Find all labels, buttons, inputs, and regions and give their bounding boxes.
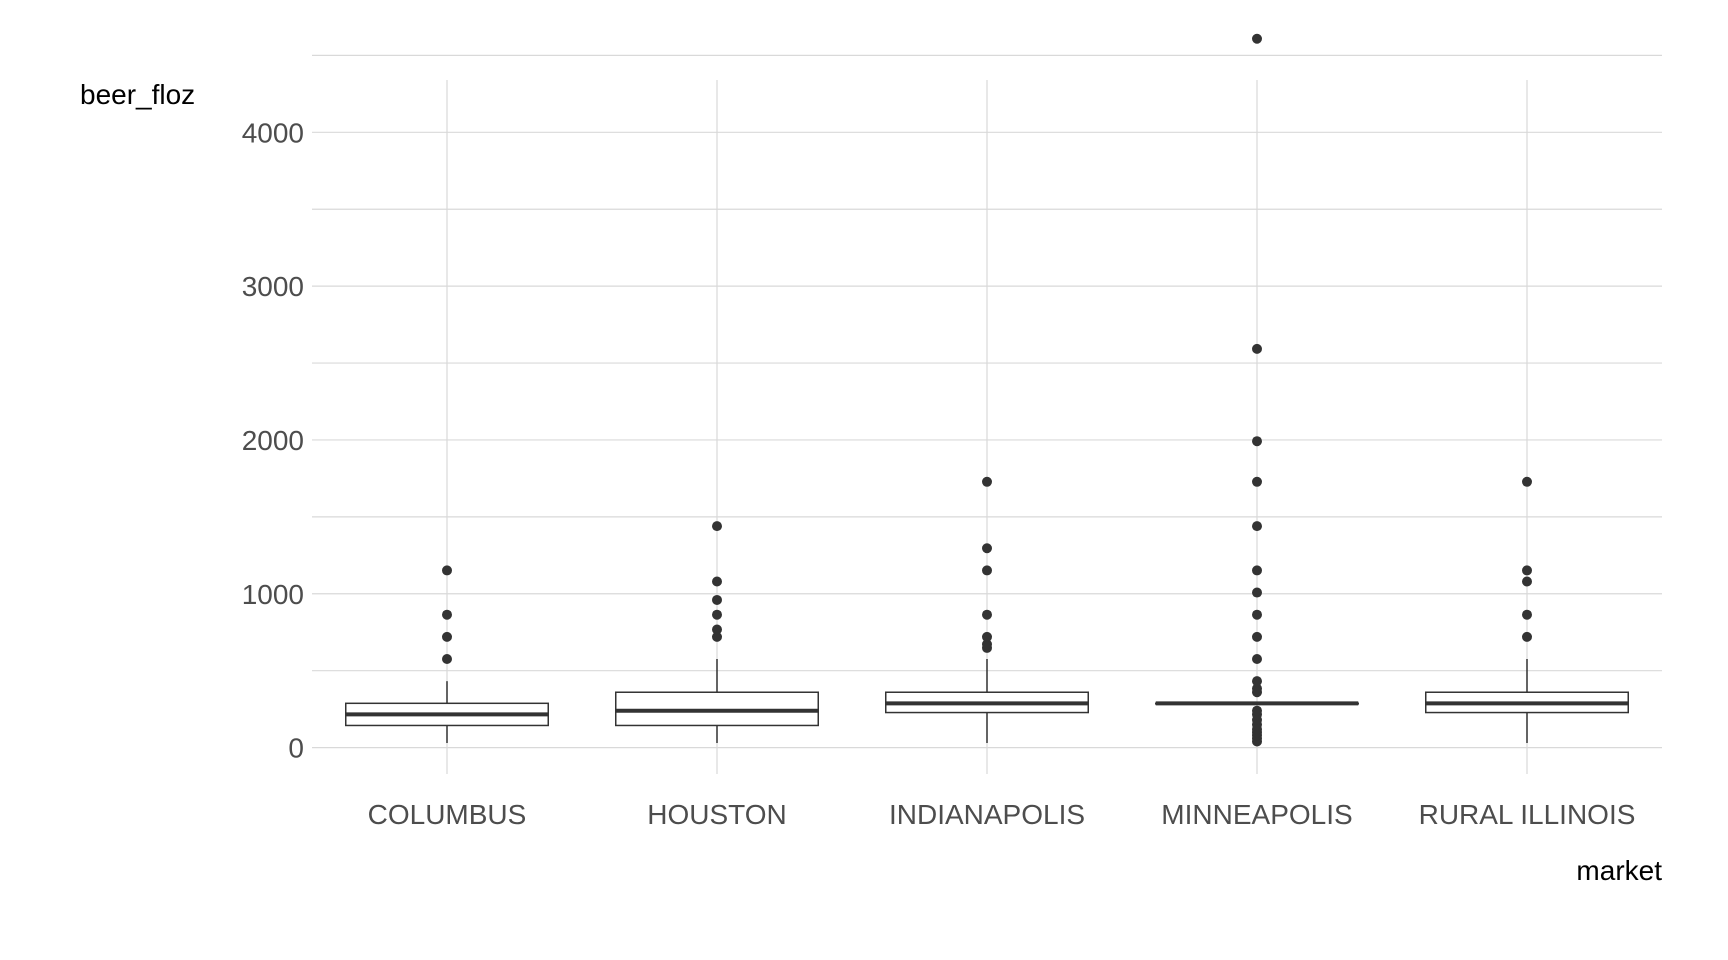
outlier-point [442, 609, 452, 620]
outlier-point [1522, 609, 1532, 620]
outlier-point [1252, 343, 1262, 354]
outlier-point [1252, 705, 1262, 716]
y-tick-labels: 0 1000 2000 3000 4000 [242, 117, 304, 763]
outlier-point [712, 521, 722, 532]
outlier-point [1252, 683, 1262, 694]
outlier-point [982, 476, 992, 487]
x-tick-label: RURAL ILLINOIS [1419, 799, 1636, 830]
y-tick-label: 2000 [242, 425, 304, 456]
outlier-point [1252, 521, 1262, 532]
outlier-point [1252, 654, 1262, 665]
outlier-point [1252, 33, 1262, 44]
outlier-point [1252, 676, 1262, 687]
outlier-point [442, 565, 452, 576]
outlier-point [1252, 565, 1262, 576]
boxes [345, 33, 1629, 747]
box-indianapolis [885, 476, 1089, 744]
outlier-point [442, 654, 452, 665]
y-tick-label: 4000 [242, 117, 304, 148]
outlier-point [1522, 576, 1532, 587]
box-houston [615, 521, 819, 744]
outlier-point [1522, 631, 1532, 642]
box-columbus [345, 565, 549, 744]
outlier-point [712, 609, 722, 620]
x-tick-label: INDIANAPOLIS [889, 799, 1085, 830]
y-axis-title: beer_floz [80, 79, 195, 110]
outlier-point [1252, 476, 1262, 487]
outlier-point [712, 631, 722, 642]
x-axis-title: market [1576, 855, 1662, 886]
x-tick-labels: COLUMBUS HOUSTON INDIANAPOLIS MINNEAPOLIS RU… [368, 799, 1636, 830]
x-tick-label: COLUMBUS [368, 799, 527, 830]
box-minneapolis [1155, 33, 1359, 747]
x-tick-label: HOUSTON [647, 799, 787, 830]
outlier-point [712, 624, 722, 635]
outlier-point [982, 631, 992, 642]
y-tick-label: 0 [288, 733, 304, 764]
y-tick-label: 3000 [242, 271, 304, 302]
x-tick-label: MINNEAPOLIS [1161, 799, 1352, 830]
outlier-point [982, 543, 992, 554]
outlier-point [712, 594, 722, 605]
outlier-point [982, 609, 992, 620]
y-tick-label: 1000 [242, 579, 304, 610]
box-rural-illinois [1425, 476, 1629, 744]
outlier-point [1252, 436, 1262, 447]
outlier-point [442, 631, 452, 642]
outlier-point [1252, 609, 1262, 620]
outlier-point [1522, 565, 1532, 576]
outlier-point [1252, 631, 1262, 642]
outlier-point [982, 639, 992, 650]
outlier-point [982, 565, 992, 576]
outlier-point [1522, 476, 1532, 487]
outlier-point [1252, 587, 1262, 598]
outlier-point [712, 576, 722, 587]
